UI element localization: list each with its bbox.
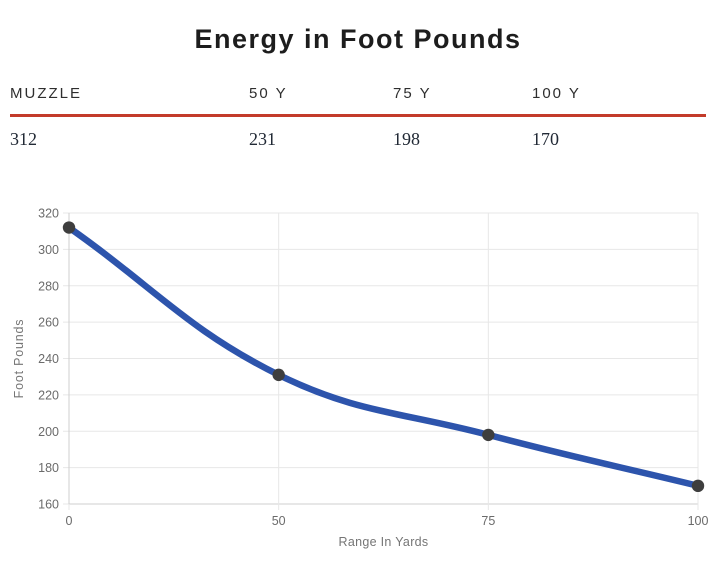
- table-header-row: MUZZLE 50 Y 75 Y 100 Y: [10, 84, 706, 104]
- data-point[interactable]: [272, 368, 285, 382]
- y-tick-label: 220: [38, 388, 59, 402]
- data-point[interactable]: [62, 221, 76, 234]
- energy-chart: 160 180 200 220 240 260 280 300 320 0 50 75 100 Range…: [0, 190, 716, 567]
- y-axis-title: Foot Pounds: [12, 319, 26, 399]
- ballistics-table: MUZZLE 50 Y 75 Y 100 Y 312 231 198 170: [10, 84, 706, 150]
- table-value-75y: 198: [393, 129, 420, 149]
- x-tick-label: 100: [688, 514, 709, 528]
- y-tick-label: 260: [38, 316, 59, 330]
- table-divider-rule: [10, 114, 706, 117]
- energy-series-line: [65, 224, 702, 490]
- data-point[interactable]: [482, 428, 495, 442]
- x-tick-label: 50: [272, 514, 286, 528]
- y-tick-label: 160: [38, 498, 59, 512]
- y-tick-label: 180: [38, 461, 59, 475]
- table-value-50y: 231: [249, 129, 276, 149]
- y-tick-label: 280: [38, 279, 59, 293]
- table-header-75y: 75 Y: [393, 85, 432, 102]
- table-value-row: 312 231 198 170: [10, 117, 706, 150]
- y-tick-label: 320: [38, 207, 59, 221]
- y-tick-label: 200: [38, 425, 59, 439]
- table-header-muzzle: MUZZLE: [10, 85, 82, 102]
- energy-line-chart-canvas: 160 180 200 220 240 260 280 300 320 0 50 75 100 Range…: [12, 207, 709, 550]
- x-tick-label: 0: [66, 514, 73, 528]
- x-tick-label: 75: [481, 514, 495, 528]
- x-axis-title: Range In Yards: [339, 535, 429, 549]
- table-header-50y: 50 Y: [249, 85, 288, 102]
- table-value-muzzle: 312: [10, 129, 37, 149]
- page-title: Energy in Foot Pounds: [194, 24, 522, 55]
- data-point[interactable]: [691, 479, 705, 493]
- y-tick-label: 240: [38, 352, 59, 366]
- y-tick-label: 300: [38, 243, 59, 257]
- table-value-100y: 170: [532, 129, 559, 149]
- table-header-100y: 100 Y: [532, 85, 581, 102]
